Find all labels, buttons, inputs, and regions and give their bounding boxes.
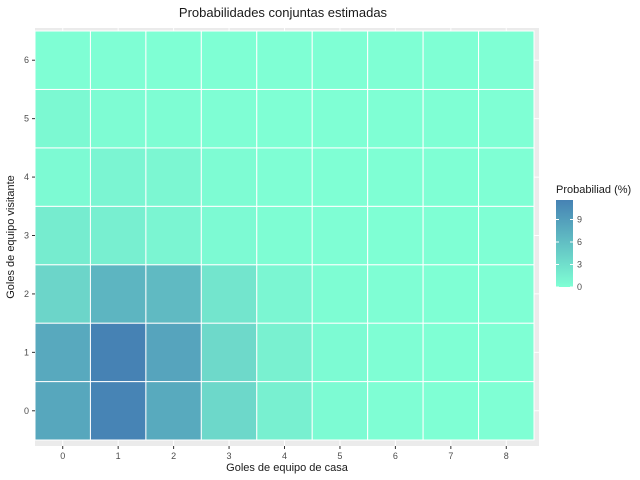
heatmap-cell (311, 322, 369, 383)
heatmap-cell (200, 147, 258, 207)
y-axis-label: Goles de equipo visitante (5, 175, 17, 299)
legend-colorbar (556, 200, 573, 287)
heatmap-cell (200, 88, 258, 149)
x-tick-label: 6 (393, 451, 398, 461)
y-tick-label: 0 (24, 406, 29, 416)
chart-title: Probabilidades conjuntas estimadas (179, 5, 388, 20)
heatmap-cell (89, 30, 147, 90)
y-tick-label: 1 (24, 347, 29, 357)
heatmap-cell (311, 30, 369, 90)
heatmap-cell (200, 381, 258, 441)
heatmap-cell (89, 322, 147, 383)
heatmap-cell (89, 205, 147, 266)
heatmap-cell (34, 264, 91, 324)
heatmap-cell (311, 88, 369, 149)
heatmap-cell (89, 381, 147, 441)
heatmap-cell (34, 88, 91, 149)
heatmap-cell (422, 147, 480, 207)
heatmap-cell (200, 205, 258, 266)
legend-title: Probabiliad (%) (556, 184, 631, 196)
y-tick-label: 6 (24, 55, 29, 65)
x-axis: 0 1 2 3 4 5 6 7 8 (60, 446, 509, 461)
x-tick-label: 1 (116, 451, 121, 461)
legend-tick-label: 3 (577, 260, 582, 270)
heatmap-cell (311, 381, 369, 441)
heatmap-cell (256, 205, 313, 266)
heatmap-cell (422, 205, 480, 266)
heatmap-cell (34, 147, 91, 207)
heatmap-cell (145, 88, 202, 149)
heatmap-cell (478, 88, 535, 149)
heatmap-cell (367, 88, 424, 149)
legend-ticks: 0 3 6 9 (556, 215, 582, 292)
heatmap-cell (311, 147, 369, 207)
x-tick-label: 8 (504, 451, 509, 461)
heatmap-cells (34, 30, 535, 441)
x-tick-label: 7 (448, 451, 453, 461)
y-tick-label: 5 (24, 114, 29, 124)
heatmap-cell (256, 88, 313, 149)
heatmap-cell (34, 30, 91, 90)
heatmap-cell (145, 30, 202, 90)
heatmap-cell (422, 381, 480, 441)
y-axis: 0 1 2 3 4 5 6 (24, 55, 35, 416)
heatmap-cell (200, 30, 258, 90)
heatmap-cell (478, 205, 535, 266)
heatmap-cell (367, 264, 424, 324)
heatmap-cell (422, 30, 480, 90)
heatmap-cell (256, 381, 313, 441)
y-tick-label: 2 (24, 289, 29, 299)
heatmap-cell (478, 322, 535, 383)
heatmap-cell (311, 205, 369, 266)
heatmap-cell (89, 264, 147, 324)
heatmap-cell (422, 264, 480, 324)
heatmap-cell (367, 147, 424, 207)
legend-tick-label: 6 (577, 237, 582, 247)
x-tick-label: 4 (282, 451, 287, 461)
heatmap-cell (145, 264, 202, 324)
heatmap-cell (34, 322, 91, 383)
y-tick-label: 3 (24, 231, 29, 241)
heatmap-cell (422, 88, 480, 149)
heatmap-cell (478, 381, 535, 441)
x-tick-label: 3 (227, 451, 232, 461)
x-tick-label: 0 (60, 451, 65, 461)
heatmap-cell (145, 381, 202, 441)
y-tick-label: 4 (24, 172, 29, 182)
legend-tick-label: 0 (577, 282, 582, 292)
x-axis-label: Goles de equipo de casa (226, 462, 349, 474)
heatmap-cell (478, 147, 535, 207)
heatmap-cell (422, 322, 480, 383)
heatmap-cell (256, 147, 313, 207)
heatmap-cell (367, 205, 424, 266)
heatmap-cell (34, 381, 91, 441)
heatmap-cell (200, 322, 258, 383)
legend-tick-label: 9 (577, 215, 582, 225)
heatmap-cell (478, 264, 535, 324)
x-tick-label: 5 (337, 451, 342, 461)
heatmap-cell (89, 147, 147, 207)
heatmap-cell (367, 322, 424, 383)
color-legend: Probabiliad (%) 0 3 6 9 (556, 184, 631, 292)
heatmap-cell (34, 205, 91, 266)
heatmap-cell (89, 88, 147, 149)
x-tick-label: 2 (171, 451, 176, 461)
heatmap-cell (256, 30, 313, 90)
heatmap-cell (367, 30, 424, 90)
heatmap-cell (256, 264, 313, 324)
heatmap-cell (367, 381, 424, 441)
heatmap-cell (145, 147, 202, 207)
heatmap-cell (145, 322, 202, 383)
heatmap-cell (256, 322, 313, 383)
heatmap-cell (478, 30, 535, 90)
heatmap-cell (145, 205, 202, 266)
heatmap-cell (200, 264, 258, 324)
heatmap-cell (311, 264, 369, 324)
